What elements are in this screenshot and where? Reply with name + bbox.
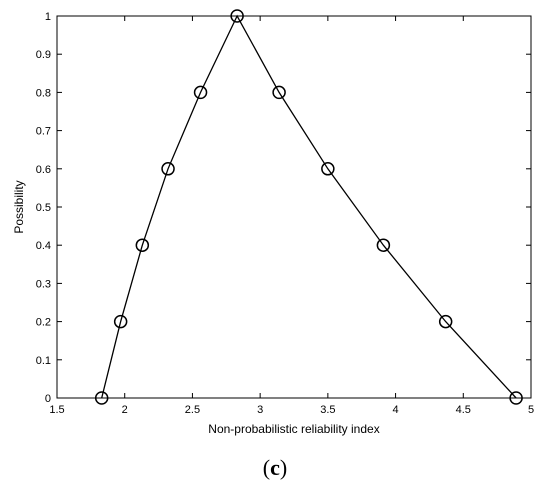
y-tick-label: 0.9 <box>36 49 51 61</box>
data-point-marker <box>193 85 208 100</box>
x-tick-label: 3 <box>257 404 263 416</box>
x-axis-ticks: 1.5 2 2.5 3 3.5 4 4.5 5 <box>49 16 534 416</box>
y-tick-label: 0.1 <box>36 355 51 367</box>
data-point-marker <box>509 391 523 405</box>
y-tick-label: 0.5 <box>36 202 51 214</box>
y-tick-label: 0 <box>45 393 51 405</box>
data-point-marker <box>230 9 244 23</box>
data-point-marker <box>376 238 391 252</box>
data-point-marker <box>113 314 128 329</box>
y-tick-label: 0.4 <box>36 240 51 252</box>
x-tick-label: 5 <box>528 404 534 416</box>
x-tick-label: 4.5 <box>456 404 471 416</box>
data-point-marker <box>438 314 453 329</box>
y-tick-label: 0.8 <box>36 87 51 99</box>
y-axis-ticks: 0 0.1 0.2 0.3 0.4 0.5 0.6 0.7 0.8 0.9 1 <box>36 11 531 405</box>
plot-area <box>56 15 532 399</box>
x-axis-label: Non-probabilistic reliability index <box>208 422 379 436</box>
y-tick-label: 0.7 <box>36 126 51 138</box>
y-axis-label: Possibility <box>12 180 26 233</box>
caption-letter: c <box>270 455 280 480</box>
caption-close: ) <box>279 455 288 480</box>
y-tick-label: 0.3 <box>36 278 51 290</box>
chart: 1.5 2 2.5 3 3.5 4 4.5 5 00.10.20.30.40.50.60.70… <box>12 9 534 436</box>
y-tick-label: 0.2 <box>36 317 51 329</box>
x-tick-label: 1.5 <box>49 404 64 416</box>
data-point-marker <box>272 85 286 100</box>
x-tick-label: 2 <box>122 404 128 416</box>
data-point-marker <box>321 162 335 176</box>
data-point-marker <box>94 391 109 405</box>
caption-open: ( <box>262 455 271 480</box>
x-tick-label: 3.5 <box>320 404 335 416</box>
y-tick-label: 0.6 <box>36 164 51 176</box>
series-line <box>101 14 517 399</box>
y-tick-label: 1 <box>45 11 51 23</box>
x-tick-label: 2.5 <box>185 404 200 416</box>
data-point-marker <box>161 162 175 176</box>
x-tick-label: 4 <box>393 404 399 416</box>
data-point-marker <box>135 238 150 252</box>
figure-caption: (c) <box>0 455 550 481</box>
series-group <box>94 9 523 405</box>
